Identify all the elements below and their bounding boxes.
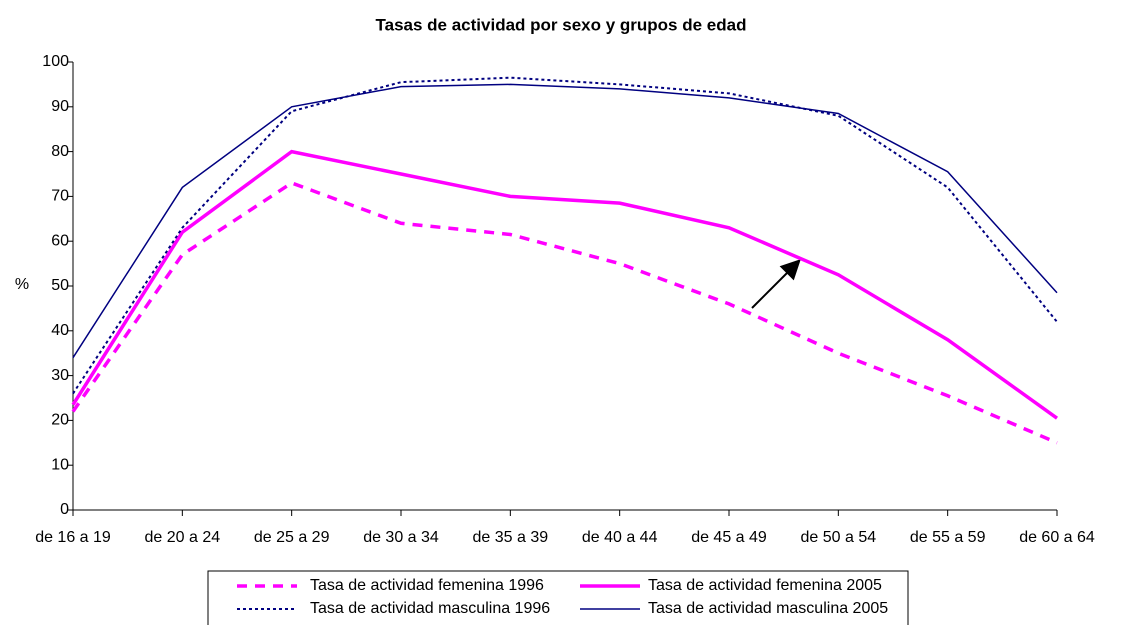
annotation-arrow <box>751 259 801 309</box>
y-tick-label: 70 <box>51 188 69 205</box>
series-line <box>71 181 1058 445</box>
x-tick-label: de 16 a 19 <box>35 529 111 546</box>
y-tick-label: 90 <box>51 98 69 115</box>
y-tick-label: 60 <box>51 232 69 249</box>
legend-box <box>207 570 909 630</box>
y-tick-label: 20 <box>51 412 69 429</box>
x-tick-label: de 60 a 64 <box>1019 529 1095 546</box>
x-tick-label: de 50 a 54 <box>801 529 877 546</box>
series-line <box>71 149 1059 420</box>
legend-label: Tasa de actividad femenina 1996 <box>310 577 544 594</box>
y-tick-label: 80 <box>51 143 69 160</box>
y-tick-label: 30 <box>51 367 69 384</box>
x-tick-label: de 35 a 39 <box>473 529 549 546</box>
series-line <box>72 83 1058 359</box>
legend-label: Tasa de actividad femenina 2005 <box>648 577 882 594</box>
y-tick-label: 10 <box>51 456 69 473</box>
x-tick-label: de 30 a 34 <box>363 529 439 546</box>
y-tick-label: 40 <box>51 322 69 339</box>
x-tick-label: de 40 a 44 <box>582 529 658 546</box>
series-line <box>72 76 1058 395</box>
x-tick-label: de 55 a 59 <box>910 529 986 546</box>
y-tick-label: 100 <box>42 53 69 70</box>
chart-title: Tasas de actividad por sexo y grupos de … <box>376 15 747 34</box>
legend-label: Tasa de actividad masculina 1996 <box>310 600 550 617</box>
y-tick-label: 0 <box>60 501 69 518</box>
y-tick-label: 50 <box>51 277 69 294</box>
x-tick-label: de 25 a 29 <box>254 529 330 546</box>
y-axis-label: % <box>15 276 29 293</box>
x-tick-label: de 20 a 24 <box>145 529 221 546</box>
legend-label: Tasa de actividad masculina 2005 <box>648 600 888 617</box>
x-tick-label: de 45 a 49 <box>691 529 767 546</box>
